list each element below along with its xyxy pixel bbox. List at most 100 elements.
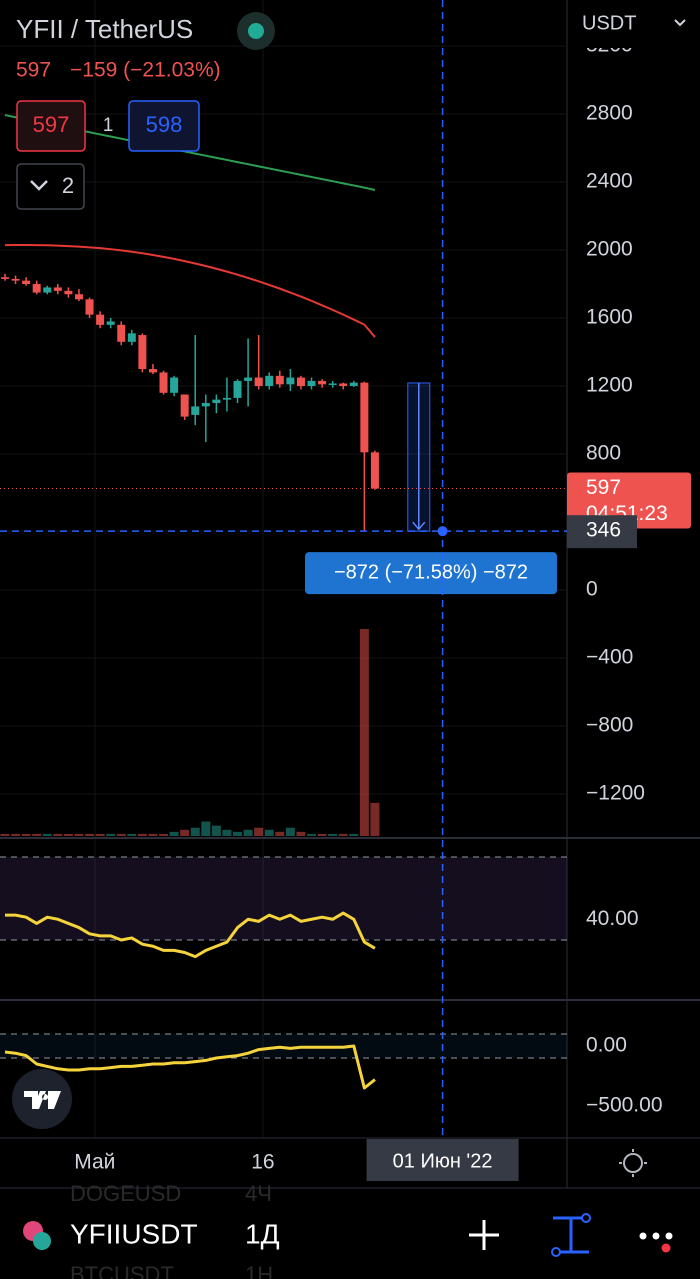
y-tick-label: 1600 [586, 306, 633, 329]
watchlist-ghost: BTCUSDT [70, 1262, 174, 1279]
volume-bar [106, 833, 116, 836]
volume-bar [370, 802, 380, 836]
volume-bar [85, 833, 95, 836]
coin-icon [33, 1232, 51, 1250]
volume-bar [317, 833, 327, 836]
candle-body [96, 314, 105, 325]
candle-body [370, 452, 379, 489]
y-tick-label: 1200 [586, 374, 633, 397]
volume-bar [190, 827, 200, 836]
volume-bar [254, 827, 264, 836]
crosshair-price: 346 [586, 519, 621, 542]
volume-bar [63, 833, 73, 836]
chart-layer: 3200280024002000160012008000−400−800−120… [0, 0, 691, 1181]
y-tick-label: −1200 [586, 782, 645, 805]
candle-body [244, 377, 253, 381]
indicators-toggle[interactable] [16, 163, 85, 210]
candle-body [53, 287, 62, 291]
y-tick-label: −800 [586, 714, 633, 737]
indicators-count: 2 [62, 173, 74, 198]
y-tick-label: −500.00 [586, 1094, 663, 1117]
candle-body [170, 377, 179, 393]
volume-bar [201, 821, 211, 836]
moving-average [4, 243, 376, 338]
settings-icon[interactable] [623, 1153, 643, 1173]
buy-button[interactable] [128, 100, 200, 152]
volume-bar [11, 833, 21, 836]
candle-body [32, 284, 41, 293]
more-menu[interactable] [639, 1232, 673, 1240]
y-tick-label: 0 [586, 578, 598, 601]
rsi-line [4, 911, 376, 959]
crosshair-date-bg [366, 1139, 519, 1181]
candle-body [265, 375, 274, 387]
candle-body [127, 333, 136, 342]
volume-bar [137, 833, 147, 836]
candle-body [180, 394, 189, 417]
volume-bar [233, 831, 243, 836]
toolbar-symbol[interactable]: YFIIUSDT [70, 1218, 198, 1249]
volume-bar [42, 833, 52, 836]
toolbar-interval[interactable]: 1Д [245, 1218, 280, 1249]
candle-body [360, 382, 369, 453]
volume-bar [21, 833, 31, 836]
candle-body [11, 278, 20, 281]
candle-body [64, 290, 73, 295]
crosshair-date: 01 Июн '22 [393, 1150, 493, 1172]
volume-bar [349, 833, 359, 836]
volume-bar [148, 833, 158, 836]
candle-body [74, 294, 83, 300]
volume-bar [328, 833, 338, 836]
y-tick-label: 40.00 [586, 907, 639, 930]
measure-label: −872 (−71.58%) −872 [334, 561, 528, 583]
candle-body [318, 380, 327, 385]
volume-bar [222, 829, 232, 836]
measure-arrow [412, 382, 426, 531]
volume-bar [307, 833, 317, 836]
notification-dot [661, 1243, 671, 1253]
settings-rays [619, 1149, 647, 1177]
candle-body [106, 321, 115, 325]
band-fill [0, 857, 567, 941]
candle-body [349, 382, 358, 387]
volume-bar [359, 629, 369, 836]
spread: 1 [103, 115, 114, 136]
tv-logo [24, 1091, 61, 1109]
volume-bar [159, 833, 169, 836]
volume-bar [285, 827, 295, 836]
y-tick-label: 800 [586, 442, 621, 465]
grid [94, 0, 264, 1138]
ask-price: 598 [146, 112, 183, 137]
symbol-title[interactable]: YFII / TetherUS [16, 14, 193, 44]
candle-body [286, 377, 295, 385]
chevron-icon [30, 180, 48, 191]
toolbar [0, 1189, 700, 1279]
candle-body [22, 280, 31, 285]
oscillator-line [4, 1044, 376, 1090]
candle-body [254, 377, 263, 387]
y-tick-label: 2000 [586, 238, 633, 261]
last-price-label: 597 [586, 476, 621, 499]
currency-selector[interactable]: USDT [582, 12, 636, 34]
candle-body [138, 335, 147, 370]
volume-bar [264, 829, 274, 836]
candle-body [296, 377, 305, 387]
bid-price: 597 [33, 112, 70, 137]
add-button[interactable] [469, 1220, 499, 1250]
volume-bar [74, 833, 84, 836]
candle-body [328, 383, 337, 385]
crosshair-price-bg [567, 515, 637, 549]
candle-body [275, 375, 284, 385]
sell-button[interactable] [16, 100, 86, 152]
candle-body [212, 399, 221, 404]
y-tick-label: −400 [586, 646, 633, 669]
volume-bar [32, 833, 42, 836]
volume-bar [169, 831, 179, 836]
volume-bar [95, 833, 105, 836]
drawing-tool[interactable] [551, 1213, 591, 1257]
volume-bar [116, 833, 126, 836]
band-fill [0, 1034, 567, 1059]
volume-bar [211, 825, 221, 836]
